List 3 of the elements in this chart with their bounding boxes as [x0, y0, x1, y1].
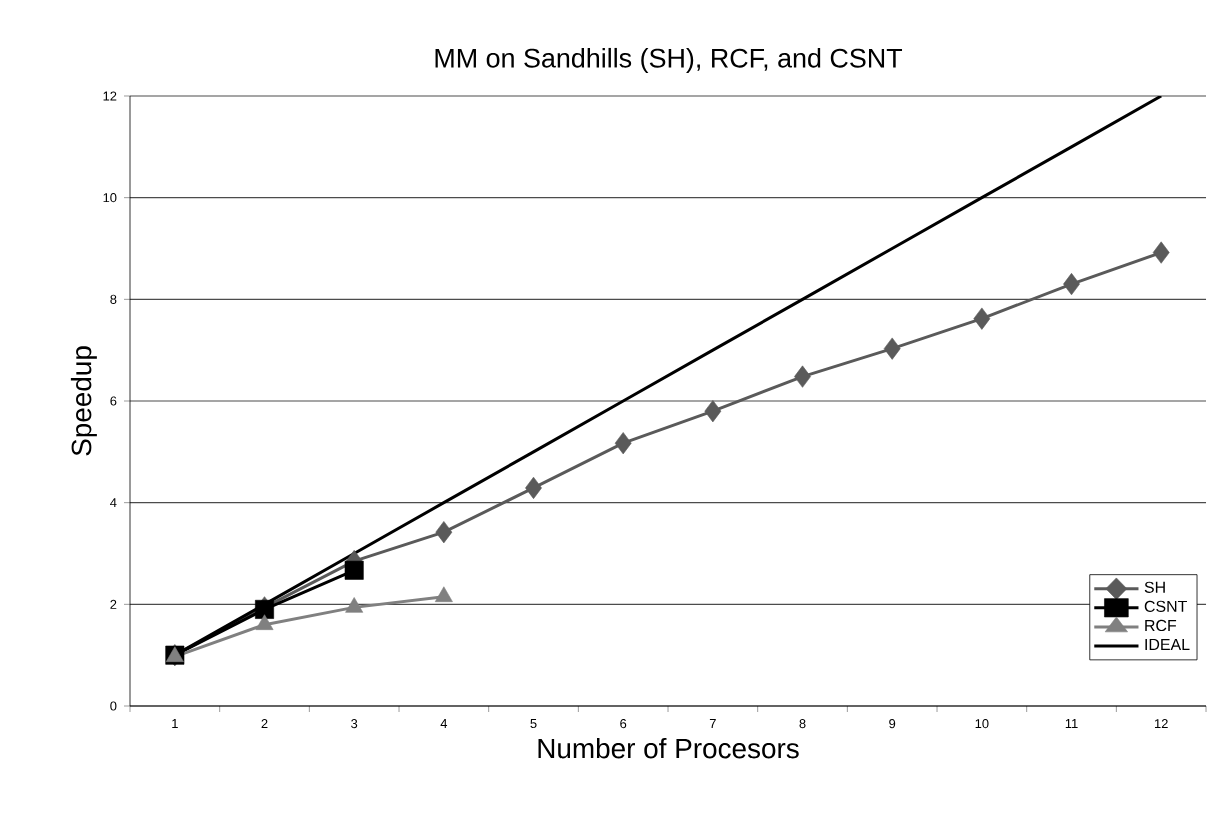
y-axis-title: Speedup: [70, 346, 97, 456]
chart-title: MM on Sandhills (SH), RCF, and CSNT: [435, 47, 903, 73]
x-axis-title: Number of Procesors: [538, 737, 799, 759]
